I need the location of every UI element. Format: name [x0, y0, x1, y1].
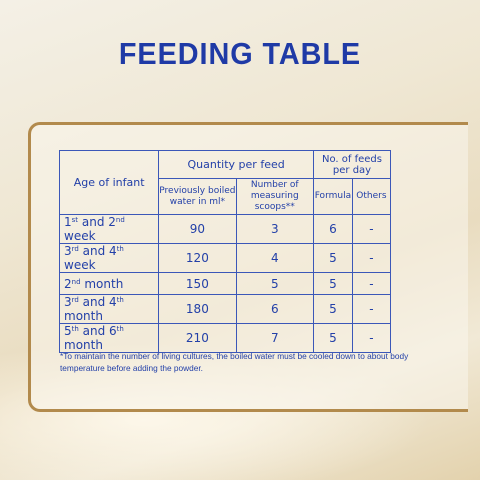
- feeds-header: No. of feeds per day: [313, 150, 391, 179]
- formula-header: Formula: [313, 178, 353, 215]
- scoops-cell: 6: [235, 294, 315, 324]
- age-cell: 3rd and 4th month: [58, 294, 160, 324]
- water-cell: 150: [158, 272, 237, 295]
- water-cell: 210: [158, 323, 237, 353]
- scoops-header: Number of measuring scoops**: [235, 178, 315, 215]
- others-cell: -: [351, 294, 392, 324]
- scoops-cell: 5: [235, 272, 315, 295]
- age-cell: 5th and 6th month: [58, 323, 160, 353]
- scoops-cell: 7: [235, 323, 315, 353]
- water-cell: 90: [158, 214, 237, 244]
- water-cell: 120: [158, 243, 237, 273]
- table-row: 2nd month 150 5 5 -: [58, 272, 392, 295]
- age-cell: 2nd month: [58, 272, 160, 295]
- header-row-1: Age of infant Quantity per feed No. of f…: [58, 150, 391, 215]
- quantity-header: Quantity per feed: [158, 150, 314, 179]
- age-cell: 1st and 2nd week: [58, 214, 160, 244]
- page-title: FEEDING TABLE: [118, 36, 362, 71]
- others-header: Others: [351, 178, 392, 215]
- water-header: Previously boiled water in ml*: [158, 178, 237, 215]
- age-cell: 3rd and 4th week: [58, 243, 160, 273]
- age-header: Age of infant: [58, 150, 160, 215]
- others-cell: -: [351, 323, 392, 353]
- formula-cell: 5: [313, 272, 353, 295]
- others-cell: -: [351, 272, 392, 295]
- table-row: 5th and 6th month 210 7 5 -: [58, 323, 392, 353]
- feeding-table: Age of infant Quantity per feed No. of f…: [58, 150, 392, 353]
- others-cell: -: [351, 214, 392, 244]
- footnote: *To maintain the number of living cultur…: [60, 351, 409, 373]
- scoops-cell: 4: [235, 243, 315, 273]
- table-row: 3rd and 4th month 180 6 5 -: [58, 294, 392, 324]
- others-cell: -: [351, 243, 392, 273]
- table-row: 3rd and 4th week 120 4 5 -: [58, 243, 392, 273]
- formula-cell: 5: [313, 294, 353, 324]
- water-cell: 180: [158, 294, 237, 324]
- formula-cell: 6: [313, 214, 353, 244]
- scoops-cell: 3: [235, 214, 315, 244]
- formula-cell: 5: [313, 323, 353, 353]
- table-row: 1st and 2nd week 90 3 6 -: [58, 214, 392, 244]
- formula-cell: 5: [313, 243, 353, 273]
